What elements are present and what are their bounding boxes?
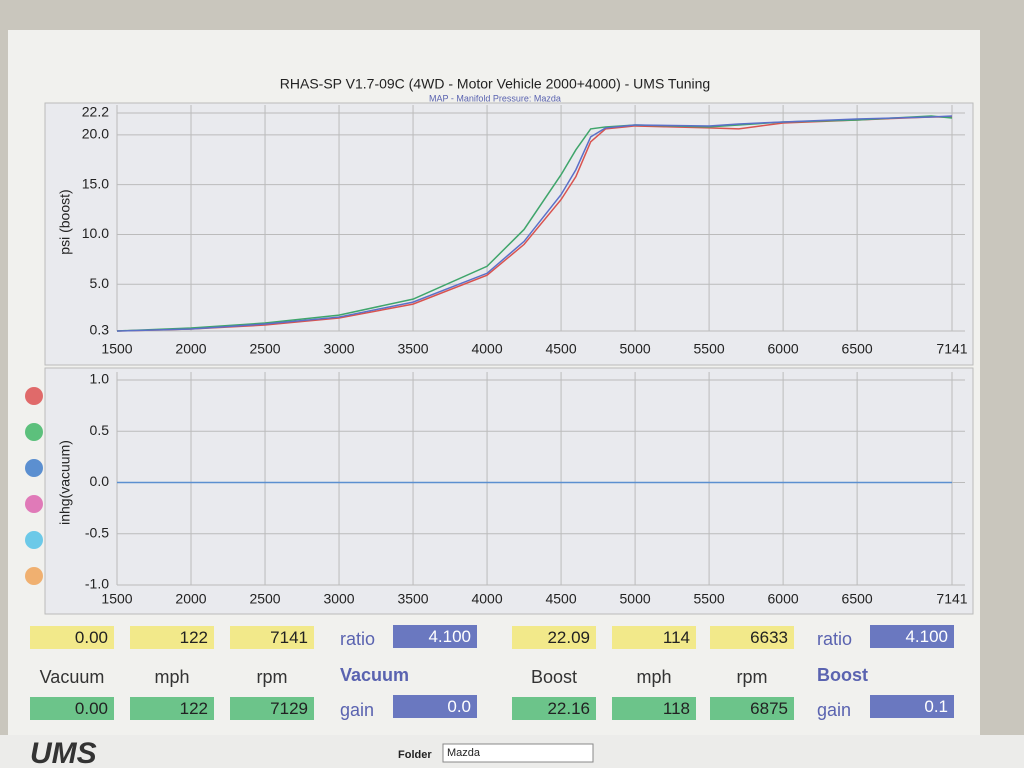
ratio-value: 4.100: [870, 625, 954, 648]
readout-value: 7141: [230, 626, 314, 649]
x-tick-label: 5500: [694, 591, 725, 607]
y-tick-label: -0.5: [85, 524, 109, 540]
y-axis-label: inhg(vacuum): [57, 440, 73, 525]
ratio-value: 4.100: [393, 625, 477, 648]
x-tick-label: 6500: [842, 341, 873, 357]
logo: UMS: [30, 737, 97, 768]
readout-value: 6633: [710, 626, 794, 649]
readout-value: 122: [130, 626, 214, 649]
x-tick-label: 2000: [175, 591, 206, 607]
legend-dot: [25, 567, 43, 585]
readout-value: 122: [130, 697, 214, 720]
x-tick-label: 2500: [249, 591, 280, 607]
x-tick-label: 4500: [545, 591, 576, 607]
readout-value: 114: [612, 626, 696, 649]
x-tick-label: 5000: [620, 341, 651, 357]
gain-value: 0.0: [393, 695, 477, 718]
y-tick-label: 20.0: [82, 126, 109, 142]
x-tick-label: 4000: [471, 341, 502, 357]
x-tick-label: 6000: [768, 341, 799, 357]
x-tick-label: 1500: [101, 591, 132, 607]
folder-value: Mazda: [447, 747, 481, 759]
gain-label: gain: [817, 700, 852, 720]
line: [116, 115, 953, 332]
chart-subtitle: MAP - Manifold Pressure: Mazda: [429, 93, 561, 103]
x-tick-label: 4500: [545, 341, 576, 357]
legend-dot: [25, 495, 43, 513]
legend-dot: [25, 459, 43, 477]
legend-dot: [25, 531, 43, 549]
readout-value: 22.09: [512, 626, 596, 649]
x-tick-label: 7141: [936, 341, 967, 357]
mode-label: Vacuum: [340, 665, 410, 685]
mode-label: Boost: [817, 665, 868, 685]
readout-value: 0.00: [30, 626, 114, 649]
y-tick-label: 0.0: [90, 473, 110, 489]
ratio-label: ratio: [340, 629, 376, 649]
x-tick-label: 1500: [101, 341, 132, 357]
gain-label: gain: [340, 700, 375, 720]
readout-value: 22.16: [512, 697, 596, 720]
readout-label: rpm: [736, 667, 768, 687]
y-tick-label: 10.0: [82, 225, 109, 241]
x-tick-label: 6000: [768, 591, 799, 607]
x-tick-label: 5500: [694, 341, 725, 357]
x-tick-label: 3000: [323, 591, 354, 607]
x-tick-label: 3500: [397, 591, 428, 607]
y-tick-label: 0.5: [90, 422, 110, 438]
folder-box: [442, 743, 594, 763]
readout-value: 7129: [230, 697, 314, 720]
x-tick-label: 2000: [175, 341, 206, 357]
readout-value: 6875: [710, 697, 794, 720]
chart-title: RHAS-SP V1.7-09C (4WD - Motor Vehicle 20…: [280, 76, 710, 92]
y-axis-label: psi (boost): [57, 189, 73, 254]
x-tick-label: 6500: [842, 591, 873, 607]
readout-label: Boost: [530, 667, 578, 687]
readout-label: mph: [636, 667, 672, 687]
legend-dot: [25, 423, 43, 441]
y-tick-label: 15.0: [82, 175, 109, 191]
y-tick-label: 22.2: [82, 104, 109, 120]
ratio-label: ratio: [817, 629, 853, 649]
readout-value: 118: [612, 697, 696, 720]
x-tick-label: 4000: [471, 591, 502, 607]
x-tick-label: 5000: [620, 591, 651, 607]
gain-value: 0.1: [870, 695, 954, 718]
readout-value: 0.00: [30, 697, 114, 720]
x-tick-label: 7141: [936, 591, 967, 607]
y-tick-label: 5.0: [90, 275, 110, 291]
readout-label: rpm: [256, 667, 288, 687]
line: [116, 116, 952, 332]
readout-label: Vacuum: [39, 667, 105, 687]
y-tick-label: -1.0: [85, 576, 109, 592]
folder-label: Folder: [398, 749, 432, 761]
x-tick-label: 2500: [249, 341, 280, 357]
y-tick-label: 0.3: [90, 322, 110, 338]
x-tick-label: 3000: [323, 341, 354, 357]
plot-panel: [44, 367, 974, 615]
legend-dot: [25, 387, 43, 405]
y-tick-label: 1.0: [90, 371, 110, 387]
x-tick-label: 3500: [397, 341, 428, 357]
readout-label: mph: [154, 667, 190, 687]
